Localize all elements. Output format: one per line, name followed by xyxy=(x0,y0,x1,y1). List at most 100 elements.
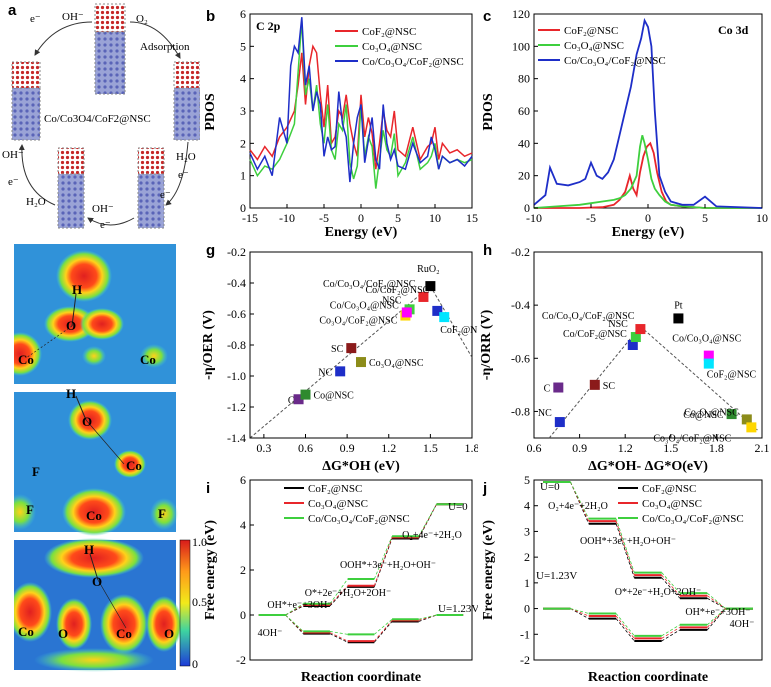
i-step-label-1: OH*+e⁻+3OH⁻ xyxy=(267,600,332,611)
h-point-label-11: Co₃O₄/CoF₂@NSC xyxy=(653,433,731,444)
i-bias-connector-1-0 xyxy=(285,614,304,633)
h-point-label-3: Co/CoF₂@NSC xyxy=(563,329,627,340)
colorbar-tick-05: 0.5 xyxy=(192,595,207,609)
panel-g-volcano-lines xyxy=(249,285,473,439)
legend-c-label-3: Co/Co₃O₄/CoF₂@NSC xyxy=(564,55,666,67)
map-f-atom-o-2: O xyxy=(58,626,68,641)
i-connector-0-1 xyxy=(329,586,348,607)
panel-b-ticks: -15 -10 -5 0 5 10 15 0 1 2 3 4 5 6 xyxy=(240,7,478,225)
i-connector-1-0 xyxy=(285,604,304,616)
j-step-label-1: OOH*+3e⁻+H₂O+OH⁻ xyxy=(580,536,676,547)
i-annotation-u0: U=0 xyxy=(448,501,468,513)
colorbar-tick-0: 0 xyxy=(192,657,198,671)
legend-c-label-2: Co₃O₄@NSC xyxy=(564,40,624,52)
i-connector-2-0 xyxy=(285,603,304,616)
panel-letter-a: a xyxy=(8,2,17,19)
h-volcano-right xyxy=(640,326,758,431)
panel-c-xlabel: Energy (eV) xyxy=(612,225,685,240)
h-point-11 xyxy=(746,422,757,433)
h-point-0 xyxy=(553,382,564,393)
j-step-label-2: O*+2e⁻+H₂O+2OH⁻ xyxy=(615,587,702,598)
legend-b-label-3: Co/Co₃O₄/CoF₂@NSC xyxy=(362,56,464,68)
j-ytick-label-7: 5 xyxy=(524,476,530,487)
h-point-8 xyxy=(703,358,714,369)
g-ytick-label-0: -0.2 xyxy=(227,245,246,259)
h-xtick-label-1: 0.9 xyxy=(572,441,587,455)
i-connector-2-1 xyxy=(329,578,349,604)
j-step-label-0: O₂+4e⁻+2H₂O xyxy=(548,501,608,512)
j-connector-1-3 xyxy=(707,595,726,609)
g-point-label-6: NSC xyxy=(382,295,402,306)
g-point-label-5: Co₃O₄/CoF₂@NSC xyxy=(319,316,397,327)
j-bias-connector-0-1 xyxy=(615,618,635,642)
panel-b-xtick-label-3: 0 xyxy=(358,211,364,225)
panel-b-xlabel: Energy (eV) xyxy=(325,225,398,240)
panel-h-xlabel: ΔG*OH- ΔG*O(eV) xyxy=(588,459,708,474)
g-point-2 xyxy=(335,366,346,377)
h-point-label-0: C xyxy=(544,384,551,395)
panel-c-ytick-label-0: 0 xyxy=(524,201,530,215)
slab-model-left xyxy=(11,61,41,141)
g-point-3 xyxy=(346,343,357,354)
map-f-atom-o-1: O xyxy=(92,574,102,589)
g-point-label-11: CoF₂@NSC xyxy=(440,325,478,336)
j-connector-1-1 xyxy=(615,521,635,576)
map-e-atom-f-3: F xyxy=(158,506,166,521)
j-ytick-label-0: -2 xyxy=(520,653,530,667)
panel-c-xtick-label-3: 5 xyxy=(702,211,708,225)
g-point-label-1: Co@NSC xyxy=(314,391,355,402)
map-f-atom-h: H xyxy=(84,542,94,557)
panel-j-ticks: -2 -1 0 1 2 3 4 5 xyxy=(520,476,538,667)
j-connector-2-3 xyxy=(707,592,726,609)
g-point-label-10: Co/CoF₂@NSC xyxy=(365,285,429,296)
g-point-9 xyxy=(425,281,436,292)
g-point-11 xyxy=(439,312,450,323)
panel-letter-c: c xyxy=(483,8,492,25)
h-xtick-label-4: 1.8 xyxy=(709,441,724,455)
panel-letter-b: b xyxy=(206,8,216,25)
h-point-label-10: Co₃O₄@NSC xyxy=(684,407,739,418)
h-ytick-label-3: -0.8 xyxy=(511,404,530,418)
legend-i-label-1: CoF₂@NSC xyxy=(308,483,362,495)
h-xtick-label-2: 1.2 xyxy=(618,441,633,455)
slab-model-bottom-left xyxy=(57,147,85,229)
g-volcano-right xyxy=(429,285,473,358)
j-annotation-u123: U=1.23V xyxy=(536,570,577,582)
panel-h-ticks: 0.6 0.9 1.2 1.5 1.8 2.1 -0.2 -0.4 -0.6 -0.8 xyxy=(511,245,770,455)
i-step-label-4: O₂+4e⁻+2H₂O xyxy=(402,530,462,541)
i-step-label-3: OOH*+3e⁻+H₂O+OH⁻ xyxy=(340,560,436,571)
arrow-label-oh-2: OH⁻ xyxy=(2,149,24,161)
panel-b-ytick-label-2: 2 xyxy=(240,136,246,150)
g-point-label-9: RuO₂ xyxy=(417,264,439,275)
g-ytick-label-1: -0.4 xyxy=(227,276,246,290)
g-xtick-label-2: 0.9 xyxy=(340,441,355,455)
h-xtick-label-5: 2.1 xyxy=(755,441,770,455)
g-point-7 xyxy=(401,307,412,318)
panel-c-ytick-label-5: 100 xyxy=(512,39,530,53)
h-point-label-2: SC xyxy=(603,381,616,392)
map-e-atom-o: O xyxy=(82,414,92,429)
g-point-label-7: Co/Co₃O₄@NSC xyxy=(330,300,399,311)
i-annotation-u123: U=1.23V xyxy=(438,603,478,615)
j-ytick-label-3: 1 xyxy=(524,576,530,590)
j-bias-connector-2-0 xyxy=(570,608,589,614)
panel-b-series-group xyxy=(249,17,473,189)
panel-c-inset: Co 3d xyxy=(718,23,749,37)
i-connector-2-2 xyxy=(373,536,393,580)
panel-b-xtick-label-2: -5 xyxy=(319,211,329,225)
panel-j-ylabel: Free energy (eV) xyxy=(481,520,496,620)
panel-i-ylabel: Free energy (eV) xyxy=(203,520,218,620)
h-point-1 xyxy=(554,417,565,428)
j-bias-connector-2-1 xyxy=(615,613,635,637)
panel-c-series-line-0 xyxy=(534,141,762,209)
h-ytick-label-2: -0.6 xyxy=(511,351,530,365)
i-bias-connector-0-0 xyxy=(285,614,304,634)
h-point-7 xyxy=(703,350,714,361)
arrow-label-oh-1: OH⁻ xyxy=(62,11,84,23)
arrow-label-o2: O₂ xyxy=(136,13,148,25)
j-bias-connector-0-2 xyxy=(661,629,681,642)
legend-i-label-2: Co₃O₄@NSC xyxy=(308,498,368,510)
panel-letter-j: j xyxy=(483,480,488,497)
j-step-label-3: OH*+e⁻+3OH⁻ xyxy=(685,607,750,618)
